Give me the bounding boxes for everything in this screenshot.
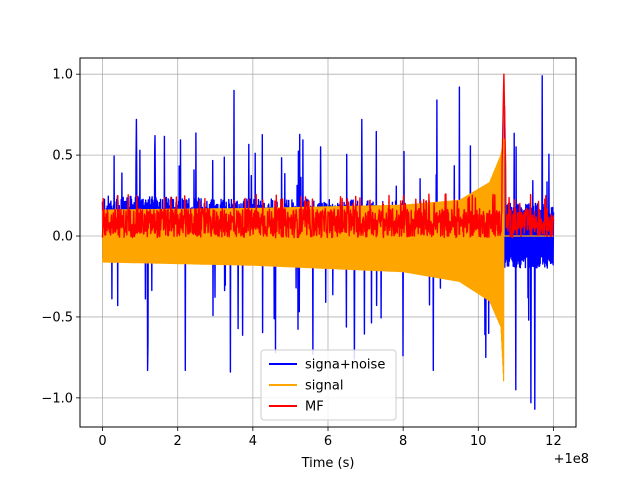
legend: signa+noise signal MF bbox=[260, 349, 397, 421]
series-layer bbox=[101, 73, 555, 410]
x-tick-label: 2 bbox=[174, 434, 182, 449]
y-axis-ticks: −1.0 −0.5 0.0 0.5 1.0 bbox=[41, 68, 80, 406]
legend-frame bbox=[260, 349, 397, 421]
x-axis-offset-label: +1e8 bbox=[554, 452, 589, 467]
y-tick-label: 1.0 bbox=[52, 68, 73, 83]
x-axis-ticks: 0 2 4 6 8 10 12 bbox=[98, 427, 562, 449]
x-axis-label: Time (s) bbox=[301, 456, 355, 471]
x-tick-label: 12 bbox=[545, 434, 562, 449]
y-tick-label: −0.5 bbox=[41, 310, 73, 325]
y-tick-label: 0.0 bbox=[52, 230, 73, 245]
plot-area: 0 2 4 6 8 10 12 −1.0 −0.5 0.0 0.5 1.0 Time (s) +1e… bbox=[41, 57, 589, 471]
x-tick-label: 0 bbox=[98, 434, 106, 449]
legend-label: signa+noise bbox=[305, 358, 385, 373]
series-mf bbox=[101, 73, 555, 239]
legend-label: MF bbox=[305, 400, 324, 415]
y-tick-label: 0.5 bbox=[52, 149, 73, 164]
y-tick-label: −1.0 bbox=[41, 391, 73, 406]
legend-label: signal bbox=[305, 379, 343, 394]
series-signal bbox=[101, 138, 554, 382]
x-tick-label: 4 bbox=[249, 434, 257, 449]
x-tick-label: 10 bbox=[470, 434, 487, 449]
x-tick-label: 8 bbox=[399, 434, 407, 449]
x-tick-label: 6 bbox=[324, 434, 332, 449]
